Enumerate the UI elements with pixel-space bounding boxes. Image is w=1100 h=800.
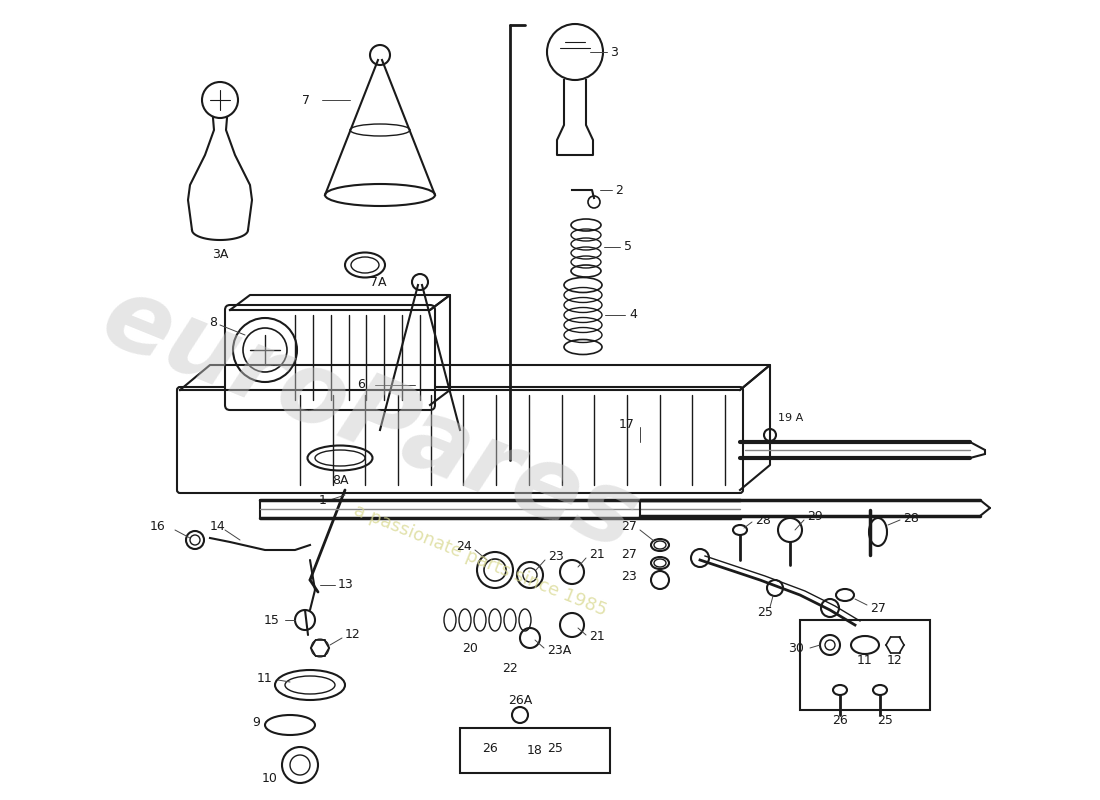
Text: 27: 27 bbox=[870, 602, 886, 614]
FancyBboxPatch shape bbox=[226, 305, 434, 410]
Text: 19 A: 19 A bbox=[778, 413, 803, 423]
Text: 25: 25 bbox=[547, 742, 563, 754]
Text: 23A: 23A bbox=[547, 645, 571, 658]
Text: 10: 10 bbox=[262, 771, 278, 785]
Text: 27: 27 bbox=[621, 549, 637, 562]
Text: 11: 11 bbox=[857, 654, 873, 666]
Text: 26A: 26A bbox=[508, 694, 532, 706]
Text: 8: 8 bbox=[209, 315, 217, 329]
Text: 12: 12 bbox=[345, 629, 361, 642]
Text: 12: 12 bbox=[887, 654, 903, 666]
Bar bbox=[800, 620, 929, 710]
Text: 13: 13 bbox=[338, 578, 354, 591]
Text: 26: 26 bbox=[482, 742, 498, 754]
Text: 26: 26 bbox=[832, 714, 848, 726]
Text: 25: 25 bbox=[877, 714, 893, 726]
Text: 23: 23 bbox=[621, 570, 637, 583]
Text: 3: 3 bbox=[610, 46, 618, 58]
Text: 9: 9 bbox=[252, 715, 260, 729]
Text: 1: 1 bbox=[319, 494, 327, 506]
Text: 21: 21 bbox=[588, 630, 605, 643]
Text: 20: 20 bbox=[462, 642, 477, 654]
Text: 8A: 8A bbox=[332, 474, 349, 486]
Text: 22: 22 bbox=[502, 662, 518, 674]
Text: 7A: 7A bbox=[370, 277, 386, 290]
Text: 21: 21 bbox=[588, 549, 605, 562]
Bar bbox=[460, 728, 610, 773]
Text: 24: 24 bbox=[456, 541, 472, 554]
Text: 23: 23 bbox=[548, 550, 563, 563]
Text: 28: 28 bbox=[903, 511, 918, 525]
Text: 11: 11 bbox=[256, 671, 272, 685]
Text: 5: 5 bbox=[624, 241, 632, 254]
Text: 16: 16 bbox=[150, 521, 165, 534]
Text: 28: 28 bbox=[755, 514, 771, 526]
Text: 2: 2 bbox=[615, 183, 623, 197]
Text: 30: 30 bbox=[788, 642, 804, 654]
Text: 17: 17 bbox=[619, 418, 635, 430]
Text: 27: 27 bbox=[621, 521, 637, 534]
Text: 29: 29 bbox=[807, 510, 823, 523]
Text: 6: 6 bbox=[358, 378, 365, 391]
FancyBboxPatch shape bbox=[177, 387, 742, 493]
Text: 15: 15 bbox=[264, 614, 280, 626]
Text: euroPares: euroPares bbox=[88, 269, 651, 571]
Text: 3A: 3A bbox=[212, 249, 228, 262]
Text: 14: 14 bbox=[210, 519, 225, 533]
Text: a passionate parts since 1985: a passionate parts since 1985 bbox=[351, 501, 609, 619]
Text: 4: 4 bbox=[629, 309, 637, 322]
Text: 18: 18 bbox=[527, 745, 543, 758]
Text: 7: 7 bbox=[302, 94, 310, 106]
Text: 25: 25 bbox=[757, 606, 773, 618]
